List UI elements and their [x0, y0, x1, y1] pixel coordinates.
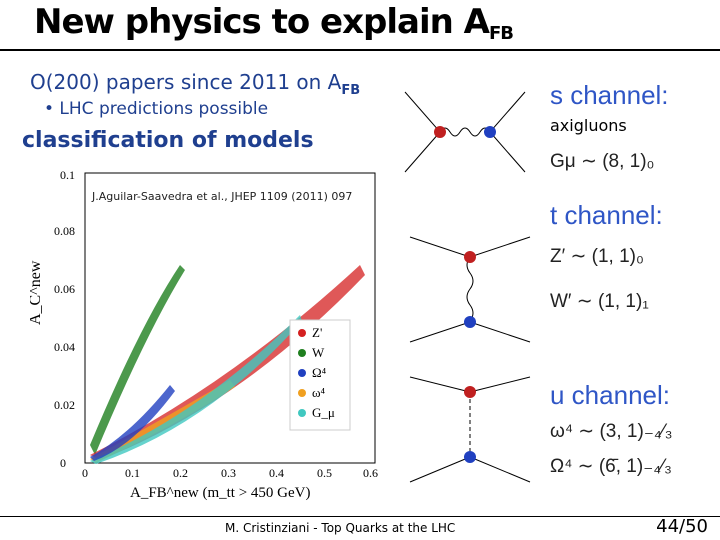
bullet-papers: O(200) papers since 2011 on AFB	[30, 70, 360, 98]
y-axis-label: A_C^new	[30, 260, 44, 325]
x-tick-4: 0.4	[269, 466, 284, 480]
legend-z: Z'	[312, 325, 322, 340]
bullet-papers-subscript: FB	[341, 83, 361, 98]
s-channel-item: Gμ ∼ (8, 1)₀	[550, 151, 655, 172]
s-channel-label: axigluons	[550, 116, 627, 135]
y-tick-0: 0	[60, 456, 66, 470]
x-tick-0: 0	[82, 466, 88, 480]
y-tick-3: 0.06	[54, 282, 75, 296]
u-channel-title: u channel:	[550, 380, 670, 410]
asymmetry-plot: 0 0.02 0.04 0.06 0.08 0.1 0 0.1 0.2 0.3 …	[30, 168, 378, 501]
x-tick-5: 0.5	[317, 466, 332, 480]
x-tick-3: 0.3	[221, 466, 236, 480]
legend-omega4-lower: ω⁴	[312, 385, 326, 400]
t-channel-item-w: W′ ∼ (1, 1)₁	[550, 291, 649, 312]
title-subscript: FB	[488, 23, 514, 44]
paper-reference: J.Aguilar-Saavedra et al., JHEP 1109 (20…	[92, 190, 353, 203]
t-channel-title: t channel:	[550, 200, 663, 230]
y-tick-2: 0.04	[54, 340, 75, 354]
legend-omega4: Ω⁴	[312, 365, 327, 380]
u-channel-item-Omega: Ω⁴ ∼ (6̄, 1)₋₄⁄₃	[550, 456, 672, 477]
legend-w: W	[312, 345, 325, 360]
y-tick-4: 0.08	[54, 224, 75, 238]
s-channel-title: s channel:	[550, 80, 669, 110]
u-channel-item-omega: ω⁴ ∼ (3, 1)₋₄⁄₃	[550, 421, 673, 442]
x-tick-1: 0.1	[125, 466, 140, 480]
y-tick-1: 0.02	[54, 398, 75, 412]
feynman-diagrams	[404, 91, 531, 483]
title-text: New physics to explain A	[34, 2, 490, 42]
x-axis-label: A_FB^new (m_tt > 450 GeV)	[130, 485, 310, 501]
footer-text: M. Cristinziani - Top Quarks at the LHC	[225, 521, 456, 535]
t-channel-item-z: Z′ ∼ (1, 1)₀	[550, 246, 644, 267]
legend-g: G_μ	[312, 405, 335, 420]
heading-classification: classification of models	[22, 128, 314, 153]
page-number: 44/50	[656, 516, 708, 537]
footer-divider	[0, 516, 720, 517]
slide-title: New physics to explain AFB	[34, 2, 514, 44]
y-tick-5: 0.1	[60, 168, 75, 182]
title-divider	[0, 49, 720, 51]
bullet-papers-text: O(200) papers since 2011 on A	[30, 70, 342, 94]
x-tick-6: 0.6	[363, 466, 378, 480]
bullet-lhc: • LHC predictions possible	[44, 99, 269, 119]
x-tick-2: 0.2	[173, 466, 188, 480]
